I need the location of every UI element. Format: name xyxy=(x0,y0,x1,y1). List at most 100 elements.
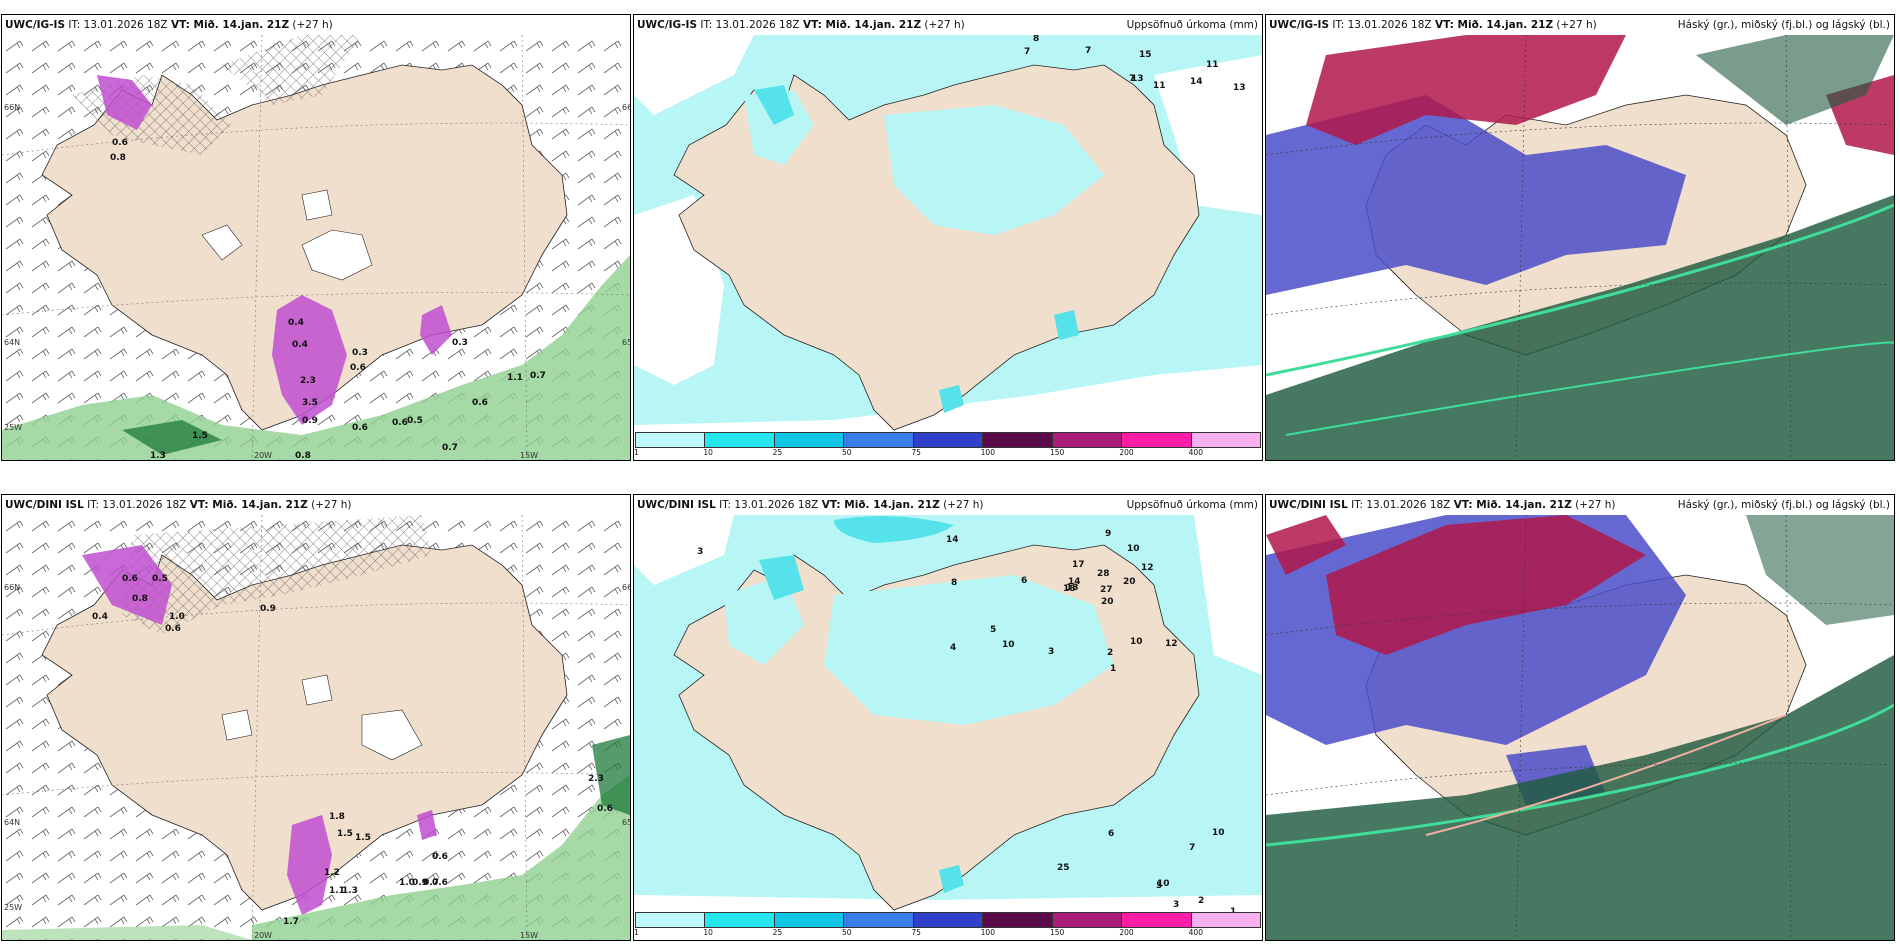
colorbar-cell xyxy=(1122,913,1192,927)
colorbar-tick: 25 xyxy=(772,928,783,937)
lead-time: (+27 h) xyxy=(292,19,333,31)
colorbar-tick: 400 xyxy=(1188,448,1203,457)
panel-title: UWC/DINI ISL IT: 13.01.2026 18Z VT: Mið.… xyxy=(1266,495,1894,515)
colorbar-tick: 150 xyxy=(1050,928,1065,937)
value-label: 0.6 xyxy=(122,574,138,584)
value-label: 20 xyxy=(1123,577,1136,587)
colorbar-tick: 10 xyxy=(703,448,713,457)
cloud-edge-streak xyxy=(1266,703,1894,847)
map-area[interactable]: 66N 66N 64N 65N 20W 15W 25W 0.6 0.8 0.4 0.4… xyxy=(2,35,630,460)
value-label: 0.4 xyxy=(92,612,108,622)
value-label: 0.4 xyxy=(292,340,308,350)
glacier-patch xyxy=(301,189,333,221)
dry-area xyxy=(1154,55,1262,215)
value-label: 3 xyxy=(1173,900,1179,910)
value-label: 0.6 xyxy=(165,624,181,634)
lat-label: 65N xyxy=(622,338,630,347)
glacier-patch xyxy=(301,674,333,706)
value-label: 0.8 xyxy=(295,451,311,460)
field-title: Háský (gr.), miðský (fj.bl.) og lágský (… xyxy=(1677,499,1890,511)
value-label: 27 xyxy=(1100,585,1113,595)
lon-label: 15W xyxy=(520,451,538,460)
value-label: 1.0 xyxy=(399,878,415,888)
lat-label: 66N xyxy=(4,583,20,592)
model-name: UWC/DINI ISL xyxy=(1269,499,1348,511)
model-name: UWC/DINI ISL xyxy=(5,499,84,511)
value-label: 10 xyxy=(1002,640,1015,650)
lon-label: 20W xyxy=(254,451,272,460)
value-label: 0.8 xyxy=(110,153,126,163)
dry-area xyxy=(634,895,1262,915)
value-label: 0.6 xyxy=(432,878,448,888)
valid-time: VT: Mið. 14.jan. 21Z xyxy=(170,19,290,31)
model-name: UWC/DINI ISL xyxy=(637,499,716,511)
panel-title: UWC/IG-IS IT: 13.01.2026 18Z VT: Mið. 14… xyxy=(1266,15,1894,35)
value-label: 2.3 xyxy=(588,774,604,784)
glacier-patch xyxy=(201,224,243,261)
snow-hatch-area xyxy=(222,35,362,105)
lon-label: 20W xyxy=(254,931,272,940)
value-label: 1.3 xyxy=(150,451,166,460)
colorbar-tick: 200 xyxy=(1119,928,1134,937)
value-label: 0.6 xyxy=(112,138,128,148)
field-title: Háský (gr.), miðský (fj.bl.) og lágský (… xyxy=(1677,19,1890,31)
colorbar-tick: 200 xyxy=(1119,448,1134,457)
value-label: 0.9 xyxy=(260,604,276,614)
value-label: 1.7 xyxy=(283,917,299,927)
mid-cloud-area xyxy=(1326,515,1646,655)
lead-time: (+27 h) xyxy=(1575,499,1616,511)
map-area[interactable] xyxy=(1266,515,1894,940)
map-area[interactable]: 66N 66N 64N 65N 20W 15W 25W 0.6 0.8 0.4 0.5… xyxy=(2,515,630,940)
value-label: 13 xyxy=(1131,74,1144,84)
colorbar-cells xyxy=(635,432,1261,448)
map-area[interactable] xyxy=(1266,35,1894,460)
value-label: 1.0 xyxy=(169,612,185,622)
field-title: Uppsöfnuð úrkoma (mm) xyxy=(1126,499,1258,511)
colorbar-tick: 50 xyxy=(842,928,852,937)
value-label: 17 xyxy=(1072,560,1085,570)
rain-area xyxy=(2,925,252,940)
value-label: 14 xyxy=(1068,577,1081,587)
value-label: 11 xyxy=(1206,60,1219,70)
high-cloud-area xyxy=(1266,195,1894,460)
map-area[interactable]: 8777151311141113212417149865432123282412… xyxy=(634,35,1262,435)
value-label: 15 xyxy=(1139,50,1152,60)
panel-igis-precip: UWC/IG-IS IT: 13.01.2026 18Z VT: Mið. 14… xyxy=(633,14,1263,461)
graticule xyxy=(1266,35,1894,460)
colorbar-cell xyxy=(774,433,845,447)
low-cloud-area xyxy=(1266,95,1686,295)
valid-time: VT: Mið. 14.jan. 21Z xyxy=(1453,499,1572,511)
colorbar-cell xyxy=(983,433,1053,447)
colorbar-tick: 50 xyxy=(842,448,852,457)
panel-igis-clouds: UWC/IG-IS IT: 13.01.2026 18Z VT: Mið. 14… xyxy=(1265,14,1895,461)
colorbar-cell xyxy=(844,433,914,447)
init-time: IT: 13.01.2026 18Z xyxy=(719,499,819,511)
colorbar-ticks: 1 10 25 50 75 100 150 200 400 xyxy=(634,448,1261,458)
model-name: UWC/IG-IS xyxy=(1269,19,1330,31)
colorbar-cell xyxy=(844,913,914,927)
wet-land-area xyxy=(824,575,1114,725)
heavy-precip-spot xyxy=(759,555,804,600)
value-label: 12 xyxy=(1165,639,1178,649)
value-label: 2.3 xyxy=(300,376,316,386)
value-labels: 0.60.80.40.40.32.30.63.50.90.31.1 0.70.60… xyxy=(110,138,546,460)
value-label: 0.7 xyxy=(530,371,546,381)
mixed-precip-area xyxy=(272,295,347,425)
colorbar-tick: 75 xyxy=(911,448,921,457)
init-time: IT: 13.01.2026 18Z xyxy=(87,499,187,511)
colorbar-cell xyxy=(1052,433,1123,447)
wet-land-area xyxy=(724,575,804,665)
value-label: 14 xyxy=(1190,77,1203,87)
high-cloud-area xyxy=(1746,515,1894,625)
init-time: IT: 13.01.2026 18Z xyxy=(1332,19,1432,31)
panel-title: UWC/DINI ISL IT: 13.01.2026 18Z VT: Mið.… xyxy=(634,495,1262,515)
graticule xyxy=(2,35,630,460)
heavy-precip-spot xyxy=(939,385,964,413)
colorbar: 1 10 25 50 75 100 150 200 400 xyxy=(634,912,1261,938)
colorbar-cell xyxy=(705,433,775,447)
dry-area xyxy=(634,35,754,115)
value-label: 0.7 xyxy=(423,878,439,888)
colorbar-cell xyxy=(1191,913,1260,927)
